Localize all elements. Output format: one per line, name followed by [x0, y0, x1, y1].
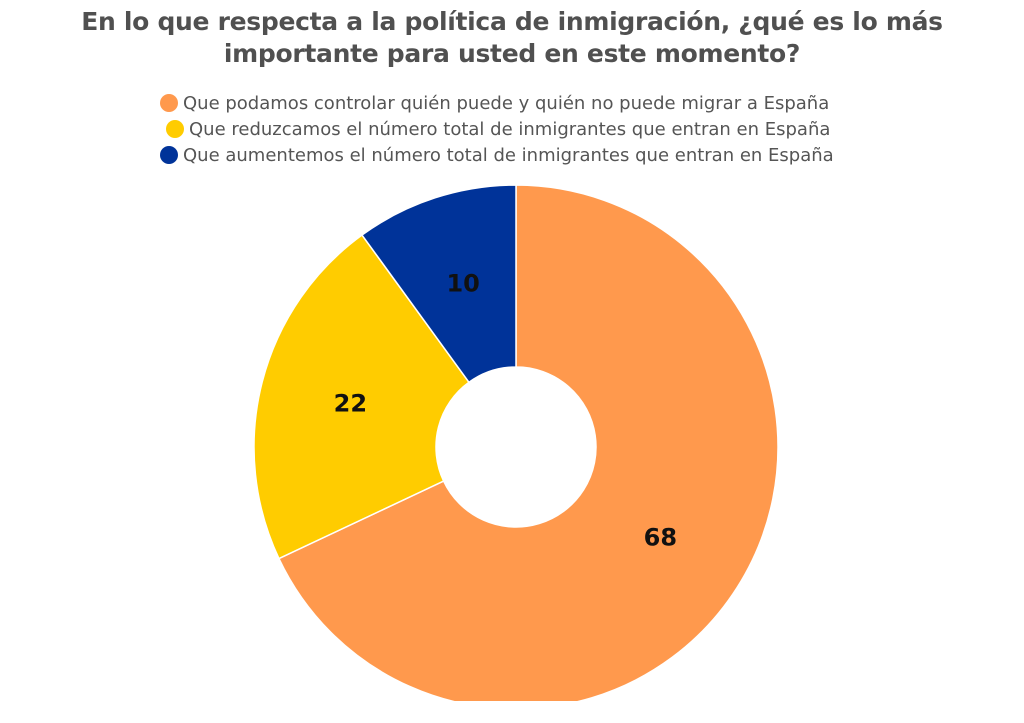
- legend-item: Que podamos controlar quién puede y quié…: [160, 90, 880, 116]
- legend-label: Que podamos controlar quién puede y quié…: [183, 92, 830, 114]
- data-label: 22: [334, 389, 367, 417]
- donut-slice: [360, 184, 517, 384]
- data-label: 10: [446, 269, 479, 297]
- legend-swatch-blue: [160, 146, 178, 164]
- donut-slice: [253, 233, 471, 560]
- donut-chart: 68 22 10: [253, 184, 779, 701]
- legend-swatch-yellow: [166, 120, 184, 138]
- data-label: 68: [644, 524, 677, 552]
- legend-swatch-orange: [160, 94, 178, 112]
- legend-label: Que reduzcamos el número total de inmigr…: [189, 118, 831, 140]
- legend-label: Que aumentemos el número total de inmigr…: [183, 144, 834, 166]
- legend-item: Que reduzcamos el número total de inmigr…: [160, 116, 880, 142]
- chart-title: En lo que respecta a la política de inmi…: [81, 7, 943, 68]
- legend: Que podamos controlar quién puede y quié…: [160, 90, 880, 168]
- donut-slice: [277, 184, 779, 701]
- legend-item: Que aumentemos el número total de inmigr…: [160, 142, 880, 168]
